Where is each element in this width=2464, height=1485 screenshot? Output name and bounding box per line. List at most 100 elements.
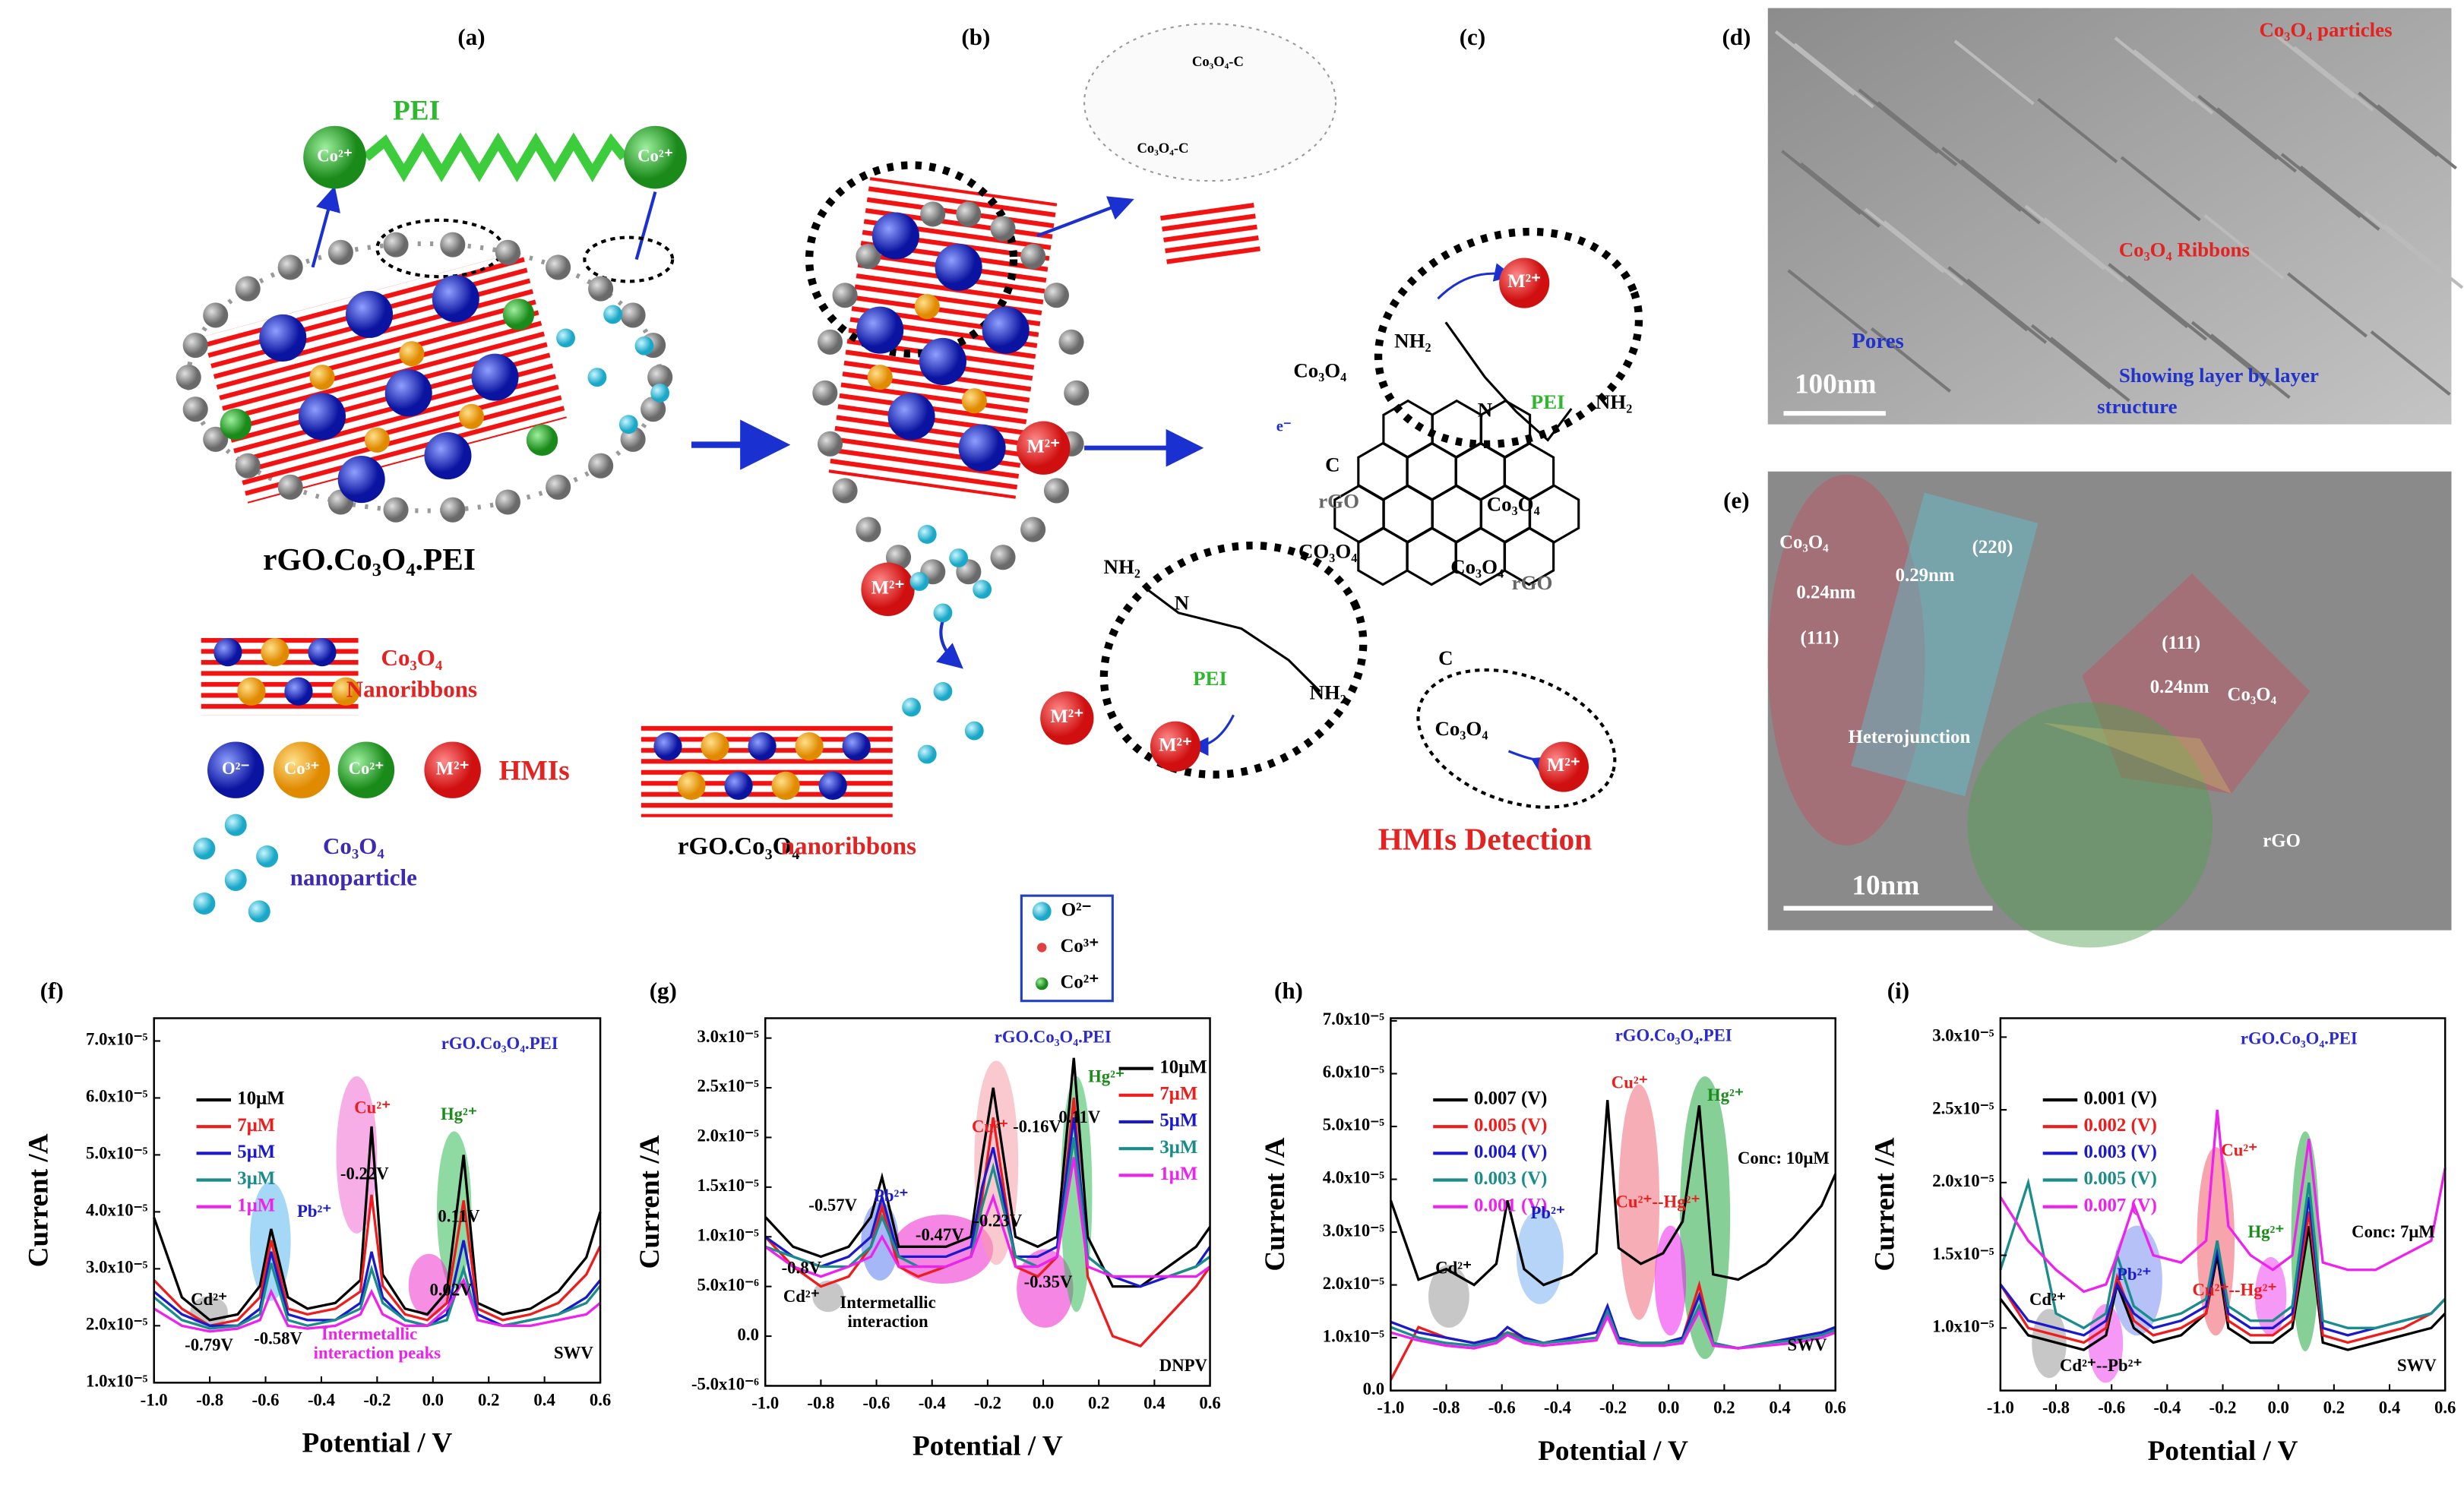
diagram-label: (b) <box>961 24 990 50</box>
atom <box>812 380 838 406</box>
x-tick-label: 0.4 <box>533 1390 555 1409</box>
diagram-label: (220) <box>1972 537 2013 558</box>
y-tick-label: 5.0x10⁻⁵ <box>1323 1115 1385 1134</box>
data-line <box>1999 1109 2447 1294</box>
diagram-label: Co₃O₄ Ribbons <box>2119 238 2250 261</box>
atom <box>634 336 654 355</box>
fiber <box>2383 223 2464 289</box>
diagram-label: M²⁺ <box>1050 706 1083 727</box>
diagram-label: 100nm <box>1795 369 1877 400</box>
atom <box>235 276 261 302</box>
atom <box>861 562 915 617</box>
legend-label: 0.007 (V) <box>1474 1088 1547 1109</box>
x-tick-label: 0.0 <box>1033 1393 1054 1412</box>
atom <box>248 900 270 923</box>
x-tick-label: -1.0 <box>141 1390 168 1409</box>
x-tick-label: -0.8 <box>2042 1398 2070 1417</box>
diagram-label: Nanoribbons <box>346 675 477 702</box>
atom <box>346 290 394 338</box>
fiber <box>2287 272 2368 338</box>
atom <box>887 393 935 441</box>
diagram-label: 0.29nm <box>1896 565 1955 586</box>
atom <box>917 525 937 544</box>
annotation: 0.02V <box>429 1281 473 1300</box>
atom <box>256 845 279 867</box>
diagram-label: 0.24nm <box>2150 677 2209 697</box>
atom <box>956 201 982 227</box>
y-tick-label: 2.0x10⁻⁵ <box>697 1126 760 1145</box>
y-tick-label: 1.0x10⁻⁵ <box>86 1372 148 1391</box>
y-tick-label: 2.0x10⁻⁵ <box>1323 1274 1385 1293</box>
atom <box>308 637 337 667</box>
annotation: Cu²⁺ <box>972 1117 1008 1136</box>
atom <box>650 383 670 403</box>
diagram-label: M²⁺ <box>1547 755 1580 776</box>
atom <box>641 397 666 422</box>
diagram-label: Co₃O₄ <box>1435 717 1488 740</box>
diagram-label: Co₃O₄ <box>381 644 443 671</box>
annotation: Hg²⁺ <box>1707 1085 1744 1104</box>
annotation: Hg²⁺ <box>2247 1222 2284 1241</box>
atom <box>337 741 395 798</box>
annotation: -0.58V <box>254 1329 302 1348</box>
x-axis-label: Potential / V <box>2148 1436 2298 1467</box>
diagram-label: Co₃O₄-C <box>1192 54 1244 70</box>
fiber <box>1966 278 2048 344</box>
annotation: 0.11V <box>1058 1107 1101 1126</box>
atom <box>982 306 1030 354</box>
atom <box>990 545 1016 570</box>
y-tick-label: 1.5x10⁻⁵ <box>697 1176 760 1195</box>
x-tick-label: -0.6 <box>1488 1398 1516 1417</box>
y-tick-label: 1.5x10⁻⁵ <box>1932 1244 1994 1263</box>
diagram-label: e⁻ <box>1276 419 1292 435</box>
atom <box>1150 721 1201 772</box>
atom <box>653 732 682 761</box>
atom <box>224 868 247 891</box>
data-line <box>764 1057 1211 1288</box>
diagram-label: Co³⁺ <box>1060 936 1099 956</box>
fiber <box>2274 33 2355 100</box>
fiber <box>1877 101 1958 167</box>
fiber <box>2190 321 2272 387</box>
panel-label: (h) <box>1274 978 1303 1004</box>
data-line <box>153 1126 602 1322</box>
atom <box>203 302 229 328</box>
atom <box>182 397 208 422</box>
x-tick-label: -0.4 <box>308 1390 335 1409</box>
legend-label: 5μM <box>237 1142 275 1162</box>
diagram-label: HMIs <box>499 755 570 786</box>
x-tick-label: 0.4 <box>1143 1393 1165 1412</box>
atom <box>337 456 385 504</box>
annotation: Cu²⁺--Hg²⁺ <box>1616 1193 1700 1212</box>
annotation: SWV <box>554 1343 593 1362</box>
atom <box>1040 691 1094 745</box>
atom <box>495 239 520 265</box>
diagram-label: C <box>1438 646 1453 669</box>
y-tick-label: 0.0 <box>1363 1379 1384 1398</box>
diagram-label: M²⁺ <box>436 758 470 779</box>
x-tick-label: 0.6 <box>590 1390 611 1409</box>
highlight <box>1017 1249 1074 1328</box>
diagram-label: rGO <box>1512 571 1553 594</box>
diagram-label: M²⁺ <box>1507 271 1541 292</box>
fiber <box>2043 217 2124 283</box>
atom <box>867 365 893 390</box>
legend-label: 7μM <box>237 1115 275 1136</box>
fiber <box>2358 91 2439 157</box>
legend-label: 0.003 (V) <box>1474 1168 1547 1189</box>
diagram-label: Co²⁺ <box>349 759 384 778</box>
diagram-label: Co₃O₄ <box>2228 684 2277 705</box>
atom <box>1058 329 1084 355</box>
data-line <box>1390 1303 1836 1350</box>
x-tick-label: 0.4 <box>2379 1398 2400 1417</box>
atom <box>914 294 940 320</box>
annotation: SWV <box>1788 1335 1827 1354</box>
legend-label: 1μM <box>237 1195 275 1215</box>
y-tick-label: 5.0x10⁻⁵ <box>86 1144 148 1163</box>
diagram-label: Co²⁺ <box>1060 972 1099 993</box>
atom <box>458 403 485 429</box>
y-axis-label: Current /A <box>634 1135 666 1269</box>
diagram-label: N <box>1478 398 1493 421</box>
annotation: Intermetallic <box>321 1324 417 1343</box>
atom <box>724 771 753 800</box>
